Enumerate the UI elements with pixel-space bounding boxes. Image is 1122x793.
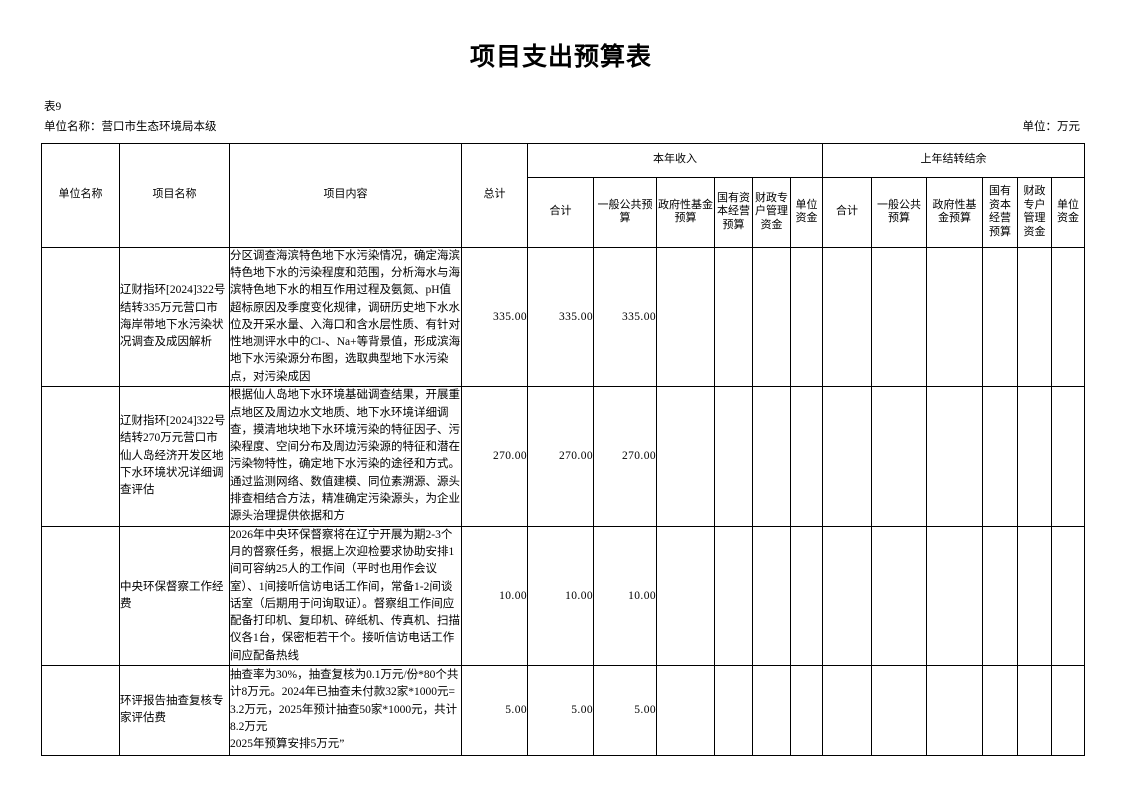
cell-total: 5.00 — [461, 664, 528, 756]
cell-total: 270.00 — [461, 385, 528, 527]
cell-income-unit-funds — [789, 246, 824, 387]
col-header-unit-name: 单位名称 — [41, 142, 120, 248]
cell-income-general-public: 5.00 — [593, 664, 657, 756]
cell-income-unit-funds — [789, 525, 824, 666]
cell-project-name: 中央环保督察工作经费 — [119, 525, 230, 666]
cell-income-gov-fund — [656, 664, 715, 756]
table-row: 环评报告抽查复核专家评估费 抽查率为30%，抽查复核为0.1万元/份*80个共计8… — [41, 664, 1086, 756]
cell-carry-subtotal — [822, 664, 873, 756]
cell-carry-general-public — [871, 525, 928, 666]
unit-measure-label: 单位：万元 — [1022, 121, 1081, 134]
col-header-income-gov-fund: 政府性基金预算 — [656, 176, 715, 248]
col-header-carry-gov-fund: 政府性基金预算 — [926, 176, 984, 248]
cell-carry-subtotal — [822, 525, 873, 666]
cell-income-general-public: 10.00 — [593, 525, 657, 666]
cell-carry-soe-capital — [982, 664, 1019, 756]
cell-carry-gov-fund — [926, 525, 984, 666]
cell-carry-soe-capital — [982, 385, 1019, 527]
cell-income-general-public: 270.00 — [593, 385, 657, 527]
cell-carry-unit-funds — [1051, 664, 1086, 756]
cell-income-gov-fund — [656, 246, 715, 387]
col-header-carry-subtotal: 合计 — [822, 176, 873, 248]
cell-carry-subtotal — [822, 246, 873, 387]
col-header-carry-special-account: 财政专户管理资金 — [1017, 176, 1053, 248]
cell-carry-special-account — [1017, 246, 1053, 387]
cell-carry-subtotal — [822, 385, 873, 527]
col-header-income-special-account: 财政专户管理资金 — [752, 176, 791, 248]
col-header-project-content: 项目内容 — [229, 142, 462, 248]
table-row: 辽财指环[2024]322号结转335万元营口市海岸带地下水污染状况调查及成因解… — [41, 246, 1086, 387]
cell-income-gov-fund — [656, 385, 715, 527]
col-header-total: 总计 — [461, 142, 528, 248]
cell-income-subtotal: 5.00 — [527, 664, 594, 756]
table-row: 辽财指环[2024]322号结转270万元营口市仙人岛经济开发区地下水环境状况详… — [41, 385, 1086, 527]
cell-income-soe-capital — [714, 385, 753, 527]
cell-carry-special-account — [1017, 525, 1053, 666]
cell-carry-gov-fund — [926, 246, 984, 387]
cell-carry-unit-funds — [1051, 385, 1086, 527]
col-header-carry-soe-capital: 国有资本经营预算 — [982, 176, 1019, 248]
cell-income-unit-funds — [789, 664, 824, 756]
form-number: 表9 — [44, 101, 62, 113]
cell-income-soe-capital — [714, 525, 753, 666]
budget-table-wrap: 单位名称 项目名称 项目内容 总计 本年收入 上年结转结余 合计 一般公共预算 … — [0, 142, 1122, 756]
header-row-subcolumns: 合计 一般公共预算 政府性基金预算 国有资本经营预算 财政专户管理资金 单位资金… — [42, 176, 1086, 248]
cell-income-subtotal: 10.00 — [527, 525, 594, 666]
cell-income-gov-fund — [656, 525, 715, 666]
header-row-groups: 单位名称 项目名称 项目内容 总计 本年收入 上年结转结余 — [41, 142, 1086, 248]
cell-project-name: 环评报告抽查复核专家评估费 — [119, 664, 230, 756]
group-header-current-year-income: 本年收入 — [526, 142, 824, 178]
cell-income-subtotal: 270.00 — [527, 385, 594, 527]
cell-carry-gov-fund — [926, 385, 984, 527]
cell-income-special-account — [752, 525, 791, 666]
cell-project-name: 辽财指环[2024]322号结转335万元营口市海岸带地下水污染状况调查及成因解… — [119, 246, 230, 387]
cell-unit-name — [41, 525, 120, 666]
cell-unit-name — [41, 246, 120, 387]
col-header-income-soe-capital: 国有资本经营预算 — [714, 176, 753, 248]
cell-carry-general-public — [871, 664, 928, 756]
col-header-carry-general-public: 一般公共预算 — [871, 176, 928, 248]
cell-carry-special-account — [1017, 664, 1053, 756]
col-header-income-subtotal: 合计 — [527, 176, 594, 248]
cell-carry-general-public — [871, 246, 928, 387]
cell-income-unit-funds — [789, 385, 824, 527]
cell-income-soe-capital — [714, 246, 753, 387]
budget-table: 单位名称 项目名称 项目内容 总计 本年收入 上年结转结余 合计 一般公共预算 … — [41, 142, 1086, 756]
cell-income-special-account — [752, 246, 791, 387]
cell-carry-gov-fund — [926, 664, 984, 756]
cell-project-content: 2026年中央环保督察将在辽宁开展为期2-3个月的督察任务，根据上次迎检要求协助… — [229, 525, 462, 666]
col-header-carry-unit-funds: 单位资金 — [1051, 176, 1086, 248]
cell-total: 10.00 — [461, 525, 528, 666]
page-title: 项目支出预算表 — [469, 42, 652, 71]
cell-unit-name — [41, 385, 120, 527]
cell-carry-general-public — [871, 385, 928, 527]
cell-unit-name — [41, 664, 120, 756]
cell-income-subtotal: 335.00 — [527, 246, 594, 387]
unit-name-label: 单位名称：营口市生态环境局本级 — [44, 121, 217, 134]
cell-project-name: 辽财指环[2024]322号结转270万元营口市仙人岛经济开发区地下水环境状况详… — [119, 385, 230, 527]
table-head: 单位名称 项目名称 项目内容 总计 本年收入 上年结转结余 合计 一般公共预算 … — [41, 142, 1086, 248]
cell-carry-unit-funds — [1051, 525, 1086, 666]
col-header-project-name: 项目名称 — [119, 142, 230, 248]
cell-total: 335.00 — [461, 246, 528, 387]
cell-carry-soe-capital — [982, 525, 1019, 666]
cell-project-content: 抽查率为30%，抽查复核为0.1万元/份*80个共计8万元。2024年已抽查未付… — [229, 664, 462, 756]
cell-income-soe-capital — [714, 664, 753, 756]
col-header-income-general-public: 一般公共预算 — [593, 176, 657, 248]
cell-income-special-account — [752, 664, 791, 756]
table-row: 中央环保督察工作经费 2026年中央环保督察将在辽宁开展为期2-3个月的督察任务，… — [41, 525, 1086, 666]
table-body: 辽财指环[2024]322号结转335万元营口市海岸带地下水污染状况调查及成因解… — [41, 246, 1086, 756]
cell-carry-soe-capital — [982, 246, 1019, 387]
cell-income-general-public: 335.00 — [593, 246, 657, 387]
cell-carry-special-account — [1017, 385, 1053, 527]
cell-income-special-account — [752, 385, 791, 527]
cell-project-content: 分区调查海滨特色地下水污染情况，确定海滨特色地下水的污染程度和范围，分析海水与海… — [229, 246, 462, 387]
col-header-income-unit-funds: 单位资金 — [789, 176, 824, 248]
group-header-prior-carryover: 上年结转结余 — [822, 142, 1086, 178]
document-meta: 表9 单位名称：营口市生态环境局本级 单位：万元 — [0, 98, 1122, 137]
cell-carry-unit-funds — [1051, 246, 1086, 387]
cell-project-content: 根据仙人岛地下水环境基础调查结果，开展重点地区及周边水文地质、地下水环境详细调查… — [229, 385, 462, 527]
